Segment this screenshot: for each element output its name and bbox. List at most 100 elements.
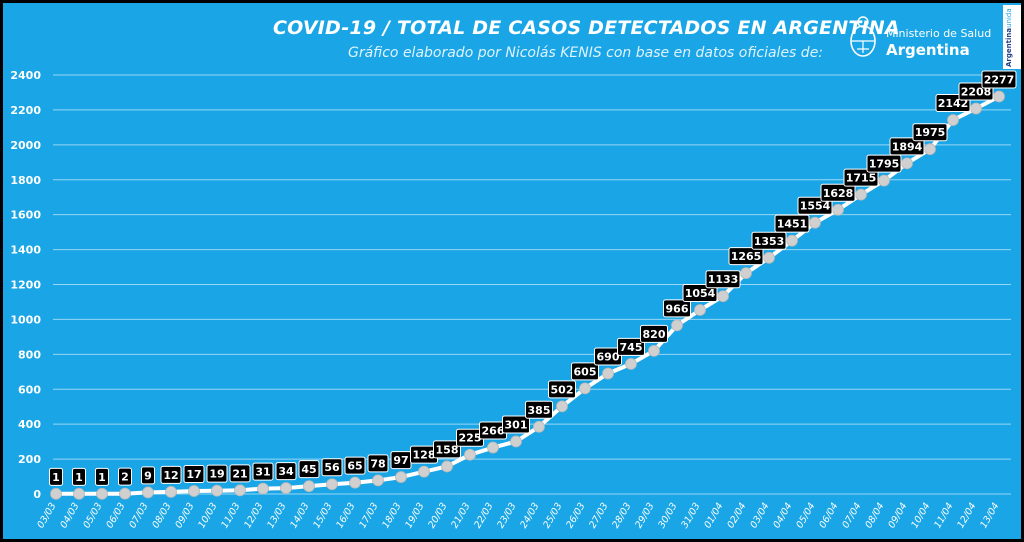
- x-tick-label: 26/03: [564, 501, 587, 530]
- y-tick-label: 400: [18, 418, 41, 431]
- chart-subtitle: Gráfico elaborado por Nicolás KENIS con …: [348, 45, 824, 61]
- data-label-box: [321, 458, 343, 477]
- x-tick-label: 04/04: [771, 501, 794, 530]
- y-tick-label: 1200: [10, 279, 41, 292]
- data-point: [50, 487, 62, 500]
- x-tick-label: 21/03: [449, 501, 472, 530]
- ministry-logo: Ministerio de Salud Argentina: [848, 13, 998, 65]
- data-point: [487, 441, 499, 454]
- line-chart: 0200400600800100012001400160018002000220…: [10, 69, 1017, 530]
- data-label: 225: [459, 432, 482, 445]
- x-tick-label: 13/03: [265, 501, 288, 530]
- data-label-box: [889, 137, 925, 156]
- data-label: 2277: [984, 73, 1015, 86]
- data-point: [418, 465, 430, 478]
- data-point: [280, 482, 292, 494]
- data-label: 1975: [915, 126, 946, 139]
- x-tick-label: 03/03: [35, 501, 58, 530]
- data-point: [188, 485, 200, 497]
- argentina-unida-badge: Argentinaunida: [1003, 5, 1021, 69]
- x-tick-label: 03/04: [748, 501, 771, 530]
- data-point: [395, 471, 407, 483]
- data-label: 12: [163, 469, 178, 482]
- series-line: [54, 94, 1001, 496]
- x-tick-label: 18/03: [380, 501, 403, 530]
- x-tick-label: 31/03: [679, 501, 702, 530]
- x-tick-label: 01/04: [702, 501, 725, 530]
- data-label: 1054: [685, 287, 716, 300]
- data-label: 1628: [823, 187, 854, 200]
- data-label-box: [183, 465, 205, 484]
- data-label-box: [617, 337, 645, 356]
- data-label: 301: [505, 418, 528, 431]
- ministry-name: Ministerio de Salud: [886, 27, 992, 40]
- data-point: [372, 474, 384, 487]
- data-point: [464, 448, 476, 461]
- x-tick-label: 08/04: [863, 501, 886, 530]
- x-tick-label: 09/03: [173, 501, 196, 530]
- x-tick-label: 10/04: [909, 501, 932, 530]
- y-tick-label: 0: [33, 488, 41, 501]
- data-point: [809, 216, 821, 229]
- x-tick-label: 10/03: [196, 501, 219, 530]
- data-label-box: [728, 247, 764, 266]
- x-tick-label: 14/03: [288, 501, 311, 530]
- data-point: [740, 267, 752, 280]
- data-point: [441, 460, 453, 473]
- data-label-box: [49, 467, 63, 486]
- data-label-box: [594, 347, 622, 366]
- data-point: [142, 486, 154, 499]
- data-label-box: [275, 462, 297, 481]
- y-tick-label: 2400: [10, 69, 41, 82]
- data-label: 78: [370, 457, 385, 470]
- data-label: 1795: [869, 158, 900, 171]
- x-tick-label: 23/03: [495, 501, 518, 530]
- data-point: [556, 400, 568, 413]
- chart-title: COVID-19 / TOTAL DE CASOS DETECTADOS EN …: [273, 17, 900, 39]
- data-label-box: [118, 467, 132, 486]
- ministry-country: Argentina: [886, 41, 970, 59]
- x-tick-label: 05/04: [794, 501, 817, 530]
- x-tick-label: 05/03: [81, 501, 104, 530]
- x-tick-label: 20/03: [426, 501, 449, 530]
- data-point: [579, 382, 591, 395]
- data-label-box: [206, 464, 228, 483]
- data-point: [694, 304, 706, 316]
- x-tick-label: 11/04: [932, 501, 955, 530]
- data-point: [165, 486, 177, 498]
- data-label: 385: [528, 404, 551, 417]
- data-label: 17: [186, 468, 201, 481]
- data-point: [625, 358, 637, 370]
- data-point: [257, 482, 269, 495]
- data-point: [717, 290, 729, 303]
- data-label-box: [571, 362, 599, 381]
- x-tick-label: 12/04: [955, 501, 978, 530]
- data-label: 966: [666, 302, 689, 315]
- data-label: 820: [643, 328, 666, 341]
- x-tick-label: 06/04: [817, 501, 840, 530]
- data-point: [602, 367, 614, 380]
- data-label: 19: [209, 468, 224, 481]
- data-label-box: [981, 70, 1017, 89]
- data-point: [878, 174, 890, 187]
- data-label-box: [344, 456, 366, 475]
- data-label-box: [774, 214, 810, 233]
- data-point: [533, 420, 545, 433]
- x-tick-label: 11/03: [219, 501, 242, 530]
- data-point: [648, 344, 660, 357]
- x-tick-label: 27/03: [587, 501, 610, 530]
- data-label: 1894: [892, 140, 923, 153]
- x-tick-label: 13/04: [978, 501, 1001, 530]
- data-point: [349, 476, 361, 489]
- data-point: [119, 487, 131, 500]
- data-label-box: [866, 154, 902, 173]
- data-point: [970, 102, 982, 115]
- data-point: [763, 251, 775, 264]
- data-point: [832, 203, 844, 216]
- data-point: [303, 480, 315, 493]
- x-tick-label: 08/03: [150, 501, 173, 530]
- data-label-box: [663, 299, 691, 318]
- data-label-box: [95, 467, 109, 486]
- x-tick-label: 29/03: [633, 501, 656, 530]
